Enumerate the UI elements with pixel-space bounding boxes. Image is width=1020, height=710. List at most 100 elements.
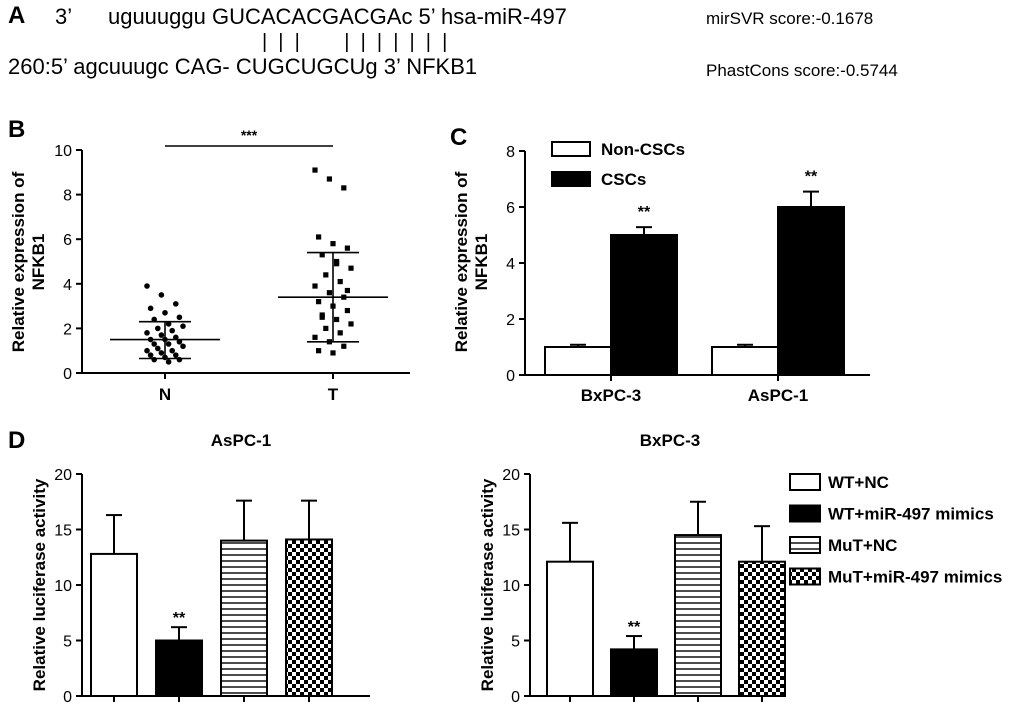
panel-b-point-n [173, 334, 179, 341]
panel-b-point-t [348, 265, 354, 271]
panel-b-point-n [165, 359, 172, 365]
panel-d-legend-label: WT+miR-497 mimics [828, 505, 994, 524]
panel-b-point-t [312, 283, 318, 289]
panel-d-y-label: Relative luciferase activity [478, 478, 497, 691]
panel-c-y-tick-label: 6 [506, 200, 515, 217]
panel-b-point-n [144, 347, 150, 354]
panel-b-point-t [312, 167, 318, 173]
panel-c-y-tick-label: 0 [506, 368, 515, 385]
panel-c-y-label-line1: Relative expression of [452, 171, 471, 352]
panel-b-point-t [344, 245, 350, 251]
panel-b-y-tick-label: 2 [63, 321, 72, 338]
panel-d-y-tick-label: 15 [502, 523, 520, 540]
panel-d-aspc1-chart: D AsPC-1 0 5 10 15 20 Relative luciferase activ… [8, 427, 370, 706]
panel-b-point-t [337, 278, 343, 285]
panel-b-y-tick-label: 8 [63, 188, 72, 205]
panel-letter-b: B [8, 116, 25, 143]
panel-c-significance-label: ** [805, 169, 818, 186]
panel-c-x-tick-label: AsPC-1 [748, 386, 808, 405]
panel-b-point-n [165, 341, 172, 347]
panel-d-legend-label: WT+NC [828, 473, 889, 492]
panel-b-point-t [319, 252, 325, 258]
panel-d-y-tick-label: 5 [63, 634, 72, 651]
panel-b-point-t [326, 176, 332, 182]
panel-d-legend-swatch [789, 567, 821, 586]
panel-b-point-t [334, 316, 340, 323]
panel-b-point-t [341, 185, 347, 191]
panel-b-point-n [176, 338, 183, 345]
panel-d-y-tick-label: 0 [63, 689, 72, 706]
panel-b-point-t [316, 234, 322, 240]
panel-b-point-t [316, 299, 322, 305]
panel-d-legend-swatch [789, 473, 821, 491]
panel-b-point-t [323, 325, 329, 331]
panel-b-point-n [169, 347, 175, 354]
pairing-marks: | | | | | | | | | | [262, 31, 448, 53]
panel-letter-c: C [450, 124, 467, 151]
phastcons-score: PhastCons score:-0.5744 [706, 61, 898, 80]
mirna-sequence: 3’ uguuuggu GUCACACGACGAc 5’ hsa-miR-497 [55, 4, 567, 29]
panel-b-x-tick-label: T [328, 385, 339, 404]
panel-c-bar-cscs [610, 234, 678, 376]
panel-b-point-t [323, 272, 329, 278]
panel-b-point-n [158, 332, 165, 338]
panel-b-point-n [151, 316, 157, 323]
target-sequence: 260:5’ agcuuugc CAG- CUGCUGCUg 3’ NFKB1 [8, 54, 478, 79]
panel-b-point-n [147, 352, 154, 358]
panel-b-point-t [330, 241, 336, 247]
panel-b-point-t [316, 348, 322, 354]
panel-b-point-t [330, 350, 336, 356]
panel-c-bar-non-cscs [711, 346, 779, 376]
panel-b-point-n [180, 343, 186, 350]
panel-b-point-t [341, 343, 347, 349]
panel-b-point-t [348, 321, 354, 327]
panel-c-significance-label: ** [638, 204, 651, 221]
panel-c-legend-swatch [551, 141, 591, 157]
panel-d-bar [546, 560, 594, 697]
panel-d-bxpc3-chart: BxPC-3 0 5 10 15 20 Relative luciferase activi… [478, 431, 786, 706]
panel-b-point-n [144, 283, 150, 289]
panel-b-point-t [319, 314, 325, 320]
panel-b-point-n [169, 327, 175, 334]
mirsvr-score: mirSVR score:-0.1678 [706, 9, 874, 28]
panel-b-point-t [334, 261, 340, 267]
panel-b-point-n [180, 323, 186, 329]
panel-d-bar [90, 552, 138, 697]
panel-b-point-n [176, 356, 183, 363]
panel-b-point-t [337, 330, 343, 336]
panel-d-bar [610, 648, 658, 698]
panel-d-y-label: Relative luciferase activity [30, 478, 49, 691]
panel-d-legend: WT+NC WT+miR-497 mimics MuT+NC MuT+miR-497 … [789, 473, 1002, 587]
panel-b-point-n [144, 330, 150, 336]
panel-b-chart: B 0 2 4 6 8 10 Relative expression of NFKB1 N T *** [8, 116, 410, 404]
panel-d-y-tick-label: 20 [502, 467, 520, 484]
panel-d-y-tick-label: 5 [511, 634, 520, 651]
panel-b-point-n [176, 314, 183, 321]
panel-letter-d: D [8, 427, 25, 454]
panel-b-point-t [312, 334, 318, 340]
panel-d-significance-label: ** [628, 619, 641, 636]
panel-b-y-tick-label: 0 [63, 366, 72, 383]
panel-b-point-n [173, 352, 179, 358]
panel-b-y-tick-label: 10 [54, 143, 72, 160]
panel-d-y-tick-label: 20 [54, 467, 72, 484]
panel-d-y-tick-label: 15 [54, 523, 72, 540]
panel-c-y-tick-label: 4 [506, 256, 515, 273]
panel-d-significance-label: ** [173, 610, 186, 627]
panel-letter-a: A [8, 2, 26, 29]
panel-d-legend-label: MuT+NC [828, 536, 897, 555]
panel-b-point-t [326, 290, 332, 296]
panel-d-bar [674, 534, 722, 697]
panel-d-title: AsPC-1 [211, 431, 271, 450]
panel-b-y-tick-label: 4 [63, 277, 72, 294]
panel-d-legend-swatch [789, 536, 821, 554]
panel-c-y-tick-label: 8 [506, 144, 515, 161]
panel-b-point-n [151, 356, 157, 363]
panel-b-point-n [155, 345, 161, 352]
panel-d-y-tick-label: 0 [511, 689, 520, 706]
panel-b-point-n [165, 321, 172, 327]
panel-c-x-tick-label: BxPC-3 [581, 386, 641, 405]
panel-c-bar-non-cscs [544, 346, 612, 376]
panel-b-point-t [344, 307, 350, 314]
panel-c-y-label-line2: NFKB1 [472, 234, 491, 291]
